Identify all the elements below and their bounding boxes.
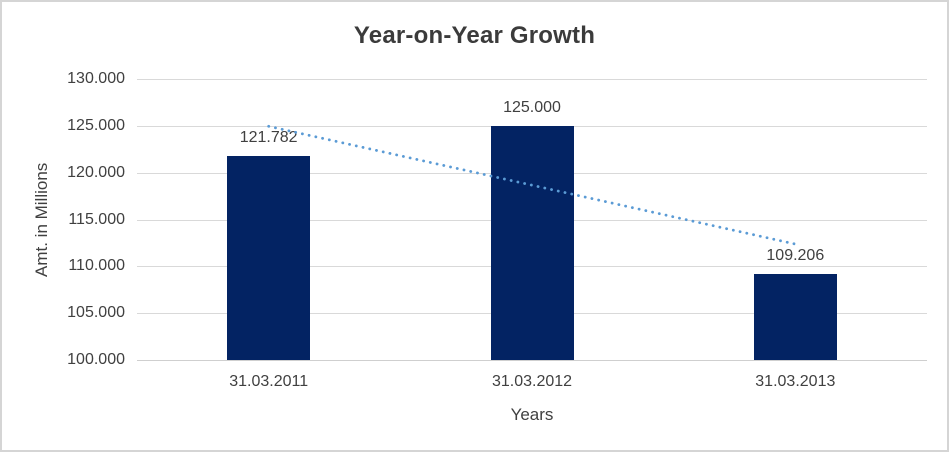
- bar-31.03.2013: [753, 273, 837, 360]
- x-tick-label: 31.03.2013: [755, 373, 836, 390]
- y-tick-label: 110.000: [68, 257, 125, 275]
- bar-value-label: 125.000: [503, 98, 561, 116]
- trendline: [267, 124, 797, 246]
- bar-31.03.2012: [490, 125, 574, 360]
- y-tick-label: 125.000: [67, 116, 125, 134]
- x-axis-line: [137, 360, 927, 361]
- x-tick-label: 31.03.2012: [491, 373, 573, 390]
- bar-31.03.2011: [227, 155, 311, 360]
- gridline: [137, 79, 927, 80]
- x-axis-title: Years: [510, 405, 554, 424]
- bar-value-label: 121.782: [239, 128, 298, 146]
- chart-title: Year-on-Year Growth: [353, 22, 596, 49]
- y-tick-label: 120.000: [67, 163, 125, 181]
- y-tick-label: 105.000: [67, 304, 125, 322]
- x-tick-label: 31.03.2011: [229, 373, 309, 390]
- y-tick-label: 115.000: [68, 210, 125, 228]
- plot-area: 121.782 125.000 109.206: [137, 79, 927, 361]
- y-tick-label: 100.000: [67, 351, 125, 368]
- y-tick-label: 130.000: [67, 70, 125, 87]
- bar-value-label: 109.206: [766, 246, 825, 264]
